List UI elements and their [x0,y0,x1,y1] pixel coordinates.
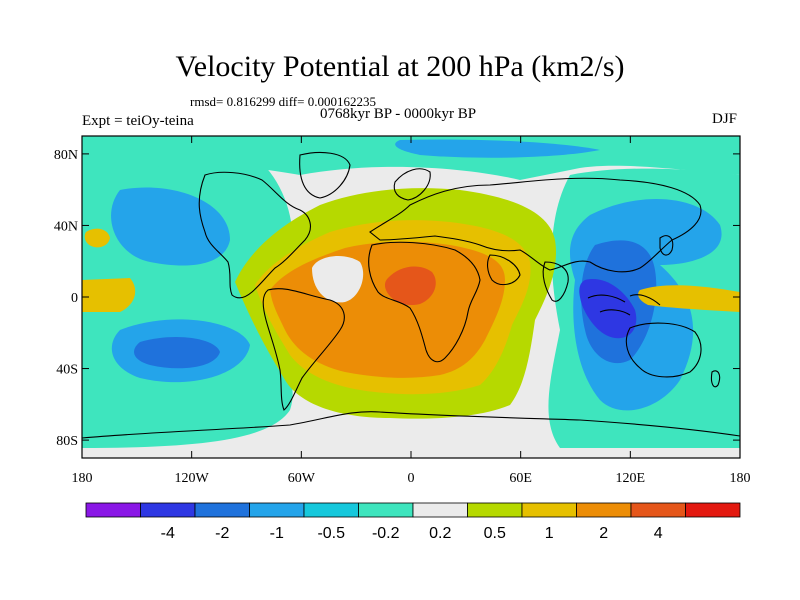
season-label: DJF [712,111,738,127]
colorbar-swatch [358,502,414,518]
colorbar-label: -0.5 [317,525,345,542]
coastline-arabia [487,254,521,286]
experiment-label: Expt = teiOy-teina [82,113,194,129]
positive-spot-west-pacific [638,285,740,312]
x-tick-label: 180 [72,471,93,486]
colorbar-swatch [576,502,632,518]
y-tick-label: 40S [56,363,78,378]
y-tick-label: 80S [56,434,78,449]
colorbar-swatch [467,502,523,518]
positive-spot-east-pacific [82,278,136,312]
coastlines [82,151,740,439]
colorbar-label: 2 [599,525,608,542]
positive-spot-north-pacific [84,228,110,248]
y-tick-label: 0 [71,291,78,306]
negative-region-arctic-inner [395,139,600,158]
colorbar-swatch [303,502,359,518]
colorbar-swatch [412,502,468,518]
coastline-maritime-continent [587,294,661,316]
x-tick-label: 180 [730,471,751,486]
colorbar-swatch [194,502,250,518]
x-tick-label: 60W [288,471,316,486]
colorbar-label: -1 [270,525,284,542]
colorbar-label: -0.2 [372,525,400,542]
colorbar-label: 1 [545,525,554,542]
colorbar-label: 0.5 [484,525,506,542]
negative-core-indonesia [579,279,637,339]
stats-text: rmsd= 0.816299 diff= 0.000162235 [190,94,376,109]
y-tick-label: 80N [54,148,78,163]
x-tick-label: 120W [175,471,210,486]
colorbar-swatch [630,502,686,518]
x-tick-label: 0 [408,471,415,486]
colorbar-swatch [685,502,741,518]
coastline-scandinavia [393,168,431,201]
chart-title: Velocity Potential at 200 hPa (km2/s) [175,50,625,83]
colorbar-swatch [521,502,577,518]
coastline-eurasia [369,177,702,273]
neutral-pocket-atlantic [312,256,364,303]
y-axis: 80N 40N 0 40S 80S [54,148,740,449]
coastline-australia [625,322,702,378]
colorbar-label: 4 [654,525,663,542]
colorbar-label: 0.2 [429,525,451,542]
colorbar-label: -2 [215,525,229,542]
colorbar-label: -4 [161,525,175,542]
colorbar-swatch [85,502,141,518]
coastline-greenland [299,151,351,199]
coastline-india [542,261,569,302]
coastline-north-america [198,171,311,299]
y-tick-label: 40N [54,219,78,234]
positive-core-west-africa [384,266,436,306]
period-label: 0768kyr BP - 0000kyr BP [320,106,477,122]
x-tick-label: 60E [509,471,532,486]
colorbar: -4 -2 -1 -0.5 -0.2 0.2 0.5 1 2 4 [85,502,741,542]
negative-region-pacific-west-inner [111,187,230,266]
coastline-japan [659,235,674,256]
velocity-potential-field [82,136,740,458]
x-axis: 180 120W 60W 0 60E 120E 180 [72,136,751,486]
colorbar-swatch [140,502,196,518]
x-tick-label: 120E [616,471,646,486]
colorbar-swatch [249,502,305,518]
coastline-south-america [262,288,345,411]
coastline-antarctica [82,411,740,439]
coastline-africa [368,241,481,363]
negative-core-pacific-south [134,337,220,369]
coastline-new-zealand [710,370,721,388]
